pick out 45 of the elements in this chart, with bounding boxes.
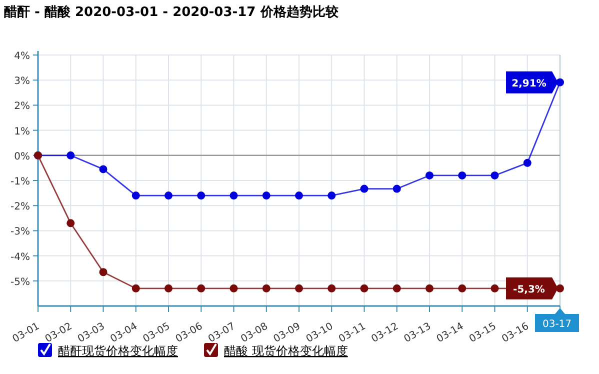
point [230, 192, 238, 200]
y-tick-label: 4% [14, 51, 30, 62]
point [197, 284, 206, 292]
point [99, 268, 108, 276]
y-tick-label: 2% [14, 101, 30, 112]
point [458, 171, 466, 180]
point [392, 284, 401, 292]
point [426, 284, 434, 292]
point [295, 284, 303, 292]
y-tick-label: -5% [10, 276, 30, 288]
y-tick-label: -3% [10, 226, 30, 238]
point [458, 284, 466, 292]
point [360, 284, 368, 292]
legend-label: 醋酐现货价格变化幅度 [58, 344, 178, 358]
point [132, 284, 140, 292]
chart-title: 醋酐 - 醋酸 2020-03-01 - 2020-03-17 价格趋势比较 [4, 4, 340, 20]
point [328, 192, 336, 200]
point [66, 151, 75, 160]
y-tick-label: 1% [14, 126, 30, 138]
y-tick-label: -2% [10, 202, 30, 213]
point [66, 219, 75, 228]
y-tick-label: -4% [10, 252, 30, 263]
point [197, 192, 206, 200]
point [230, 284, 238, 292]
annotation: -5,3% [513, 284, 545, 296]
y-tick-label: -1% [10, 176, 30, 188]
point [295, 192, 303, 200]
point [523, 158, 532, 167]
point [392, 184, 401, 193]
point [360, 184, 368, 193]
point [132, 192, 140, 200]
point [426, 171, 434, 180]
point [164, 284, 172, 292]
point [262, 192, 270, 200]
y-tick-label: 3% [14, 76, 30, 88]
annotation: 2,91% [512, 78, 546, 90]
point [490, 171, 499, 180]
point [262, 284, 270, 292]
point [490, 284, 499, 292]
point [99, 165, 108, 174]
x-tick-label: 03-17 [542, 319, 572, 330]
legend-label: 醋酸 现货价格变化幅度 [224, 344, 348, 358]
y-tick-label: 0% [14, 151, 30, 162]
point [164, 192, 172, 200]
point [328, 284, 336, 292]
